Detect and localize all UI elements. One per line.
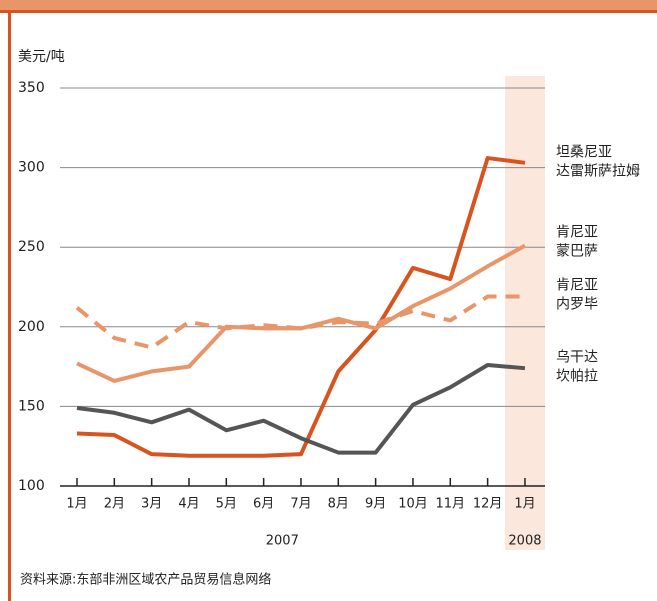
series-line [76, 156, 526, 458]
x-tick-label: 3月 [141, 497, 162, 512]
x-tick-label: 11月 [436, 497, 466, 512]
series-line [76, 363, 526, 455]
top-bar-edge [0, 10, 657, 13]
x-group-label: 2008 [508, 534, 541, 549]
legend-label: 坦桑尼亚达雷斯萨拉姆 [556, 145, 640, 180]
x-tick-label: 1月 [66, 497, 87, 512]
y-tick-label: 100 [18, 478, 45, 494]
top-bar [0, 0, 657, 10]
highlight-band [504, 76, 545, 550]
legend-label: 肯尼亚蒙巴萨 [556, 225, 598, 260]
x-group-label: 2007 [266, 534, 299, 549]
x-tick-label: 12月 [473, 497, 503, 512]
series-line [75, 294, 525, 350]
x-tick-label: 7月 [290, 497, 311, 512]
x-tick-label: 6月 [253, 497, 274, 512]
y-tick-label: 200 [18, 319, 45, 335]
x-tick-label: 9月 [365, 497, 386, 512]
legend-label: 肯尼亚内罗毕 [556, 278, 598, 313]
x-tick-label: 10月 [398, 497, 428, 512]
x-tick-label: 4月 [178, 497, 199, 512]
left-border [8, 13, 11, 601]
y-tick-label: 350 [18, 80, 45, 96]
x-tick-label: 2月 [104, 497, 125, 512]
x-tick-label: 1月 [514, 497, 535, 512]
y-tick-label: 250 [18, 239, 45, 255]
x-tick-label: 8月 [328, 497, 349, 512]
legend-label: 乌干达坎帕拉 [556, 350, 598, 385]
source: 资料来源:东部非洲区域农产品贸易信息网络 [20, 572, 271, 588]
series-line [76, 243, 526, 383]
x-tick-label: 5月 [216, 497, 237, 512]
y-tick-label: 300 [18, 160, 45, 176]
y-tick-label: 150 [18, 398, 45, 414]
y-axis-label: 美元/吨 [18, 49, 65, 65]
